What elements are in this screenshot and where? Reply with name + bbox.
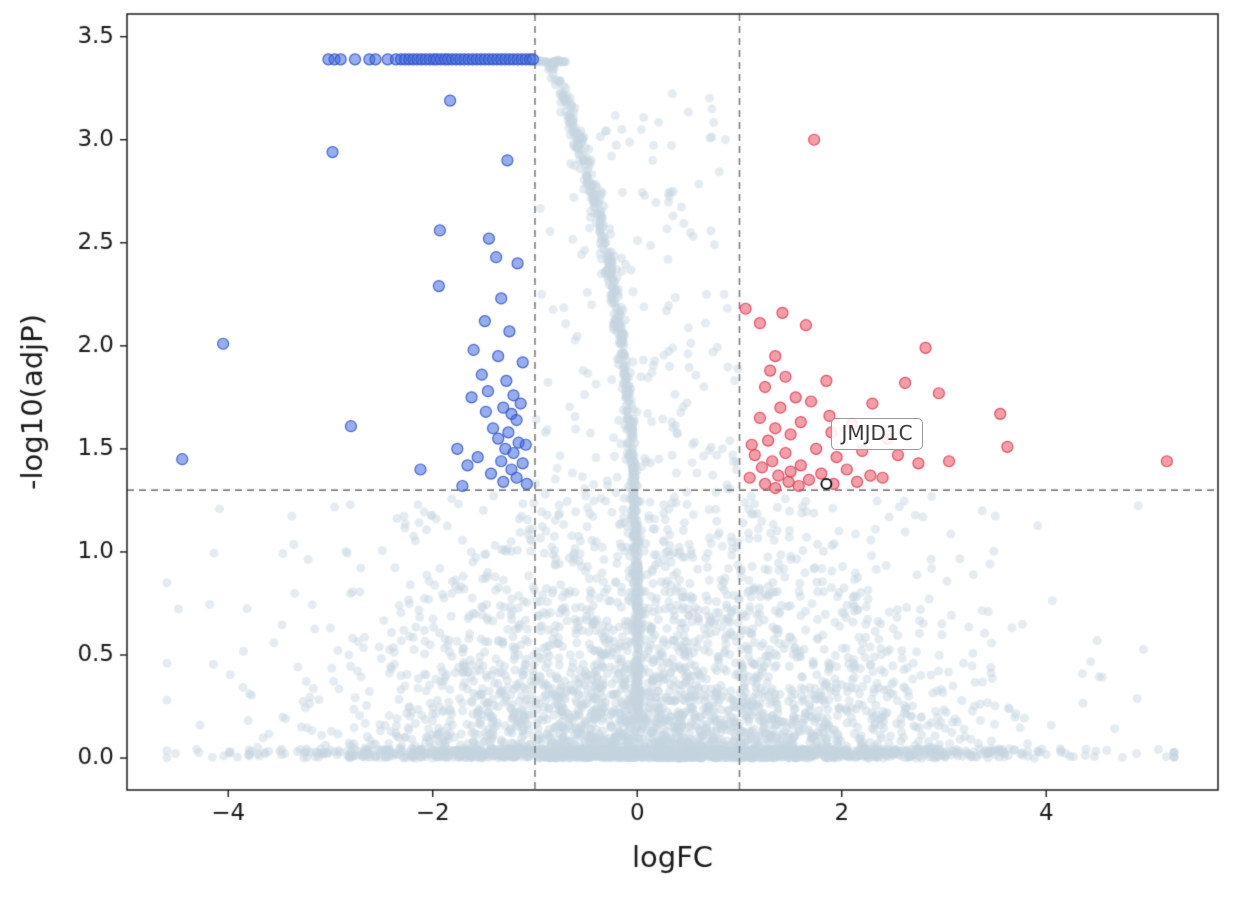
gene-annotation-label: JMJD1C [831,418,923,451]
